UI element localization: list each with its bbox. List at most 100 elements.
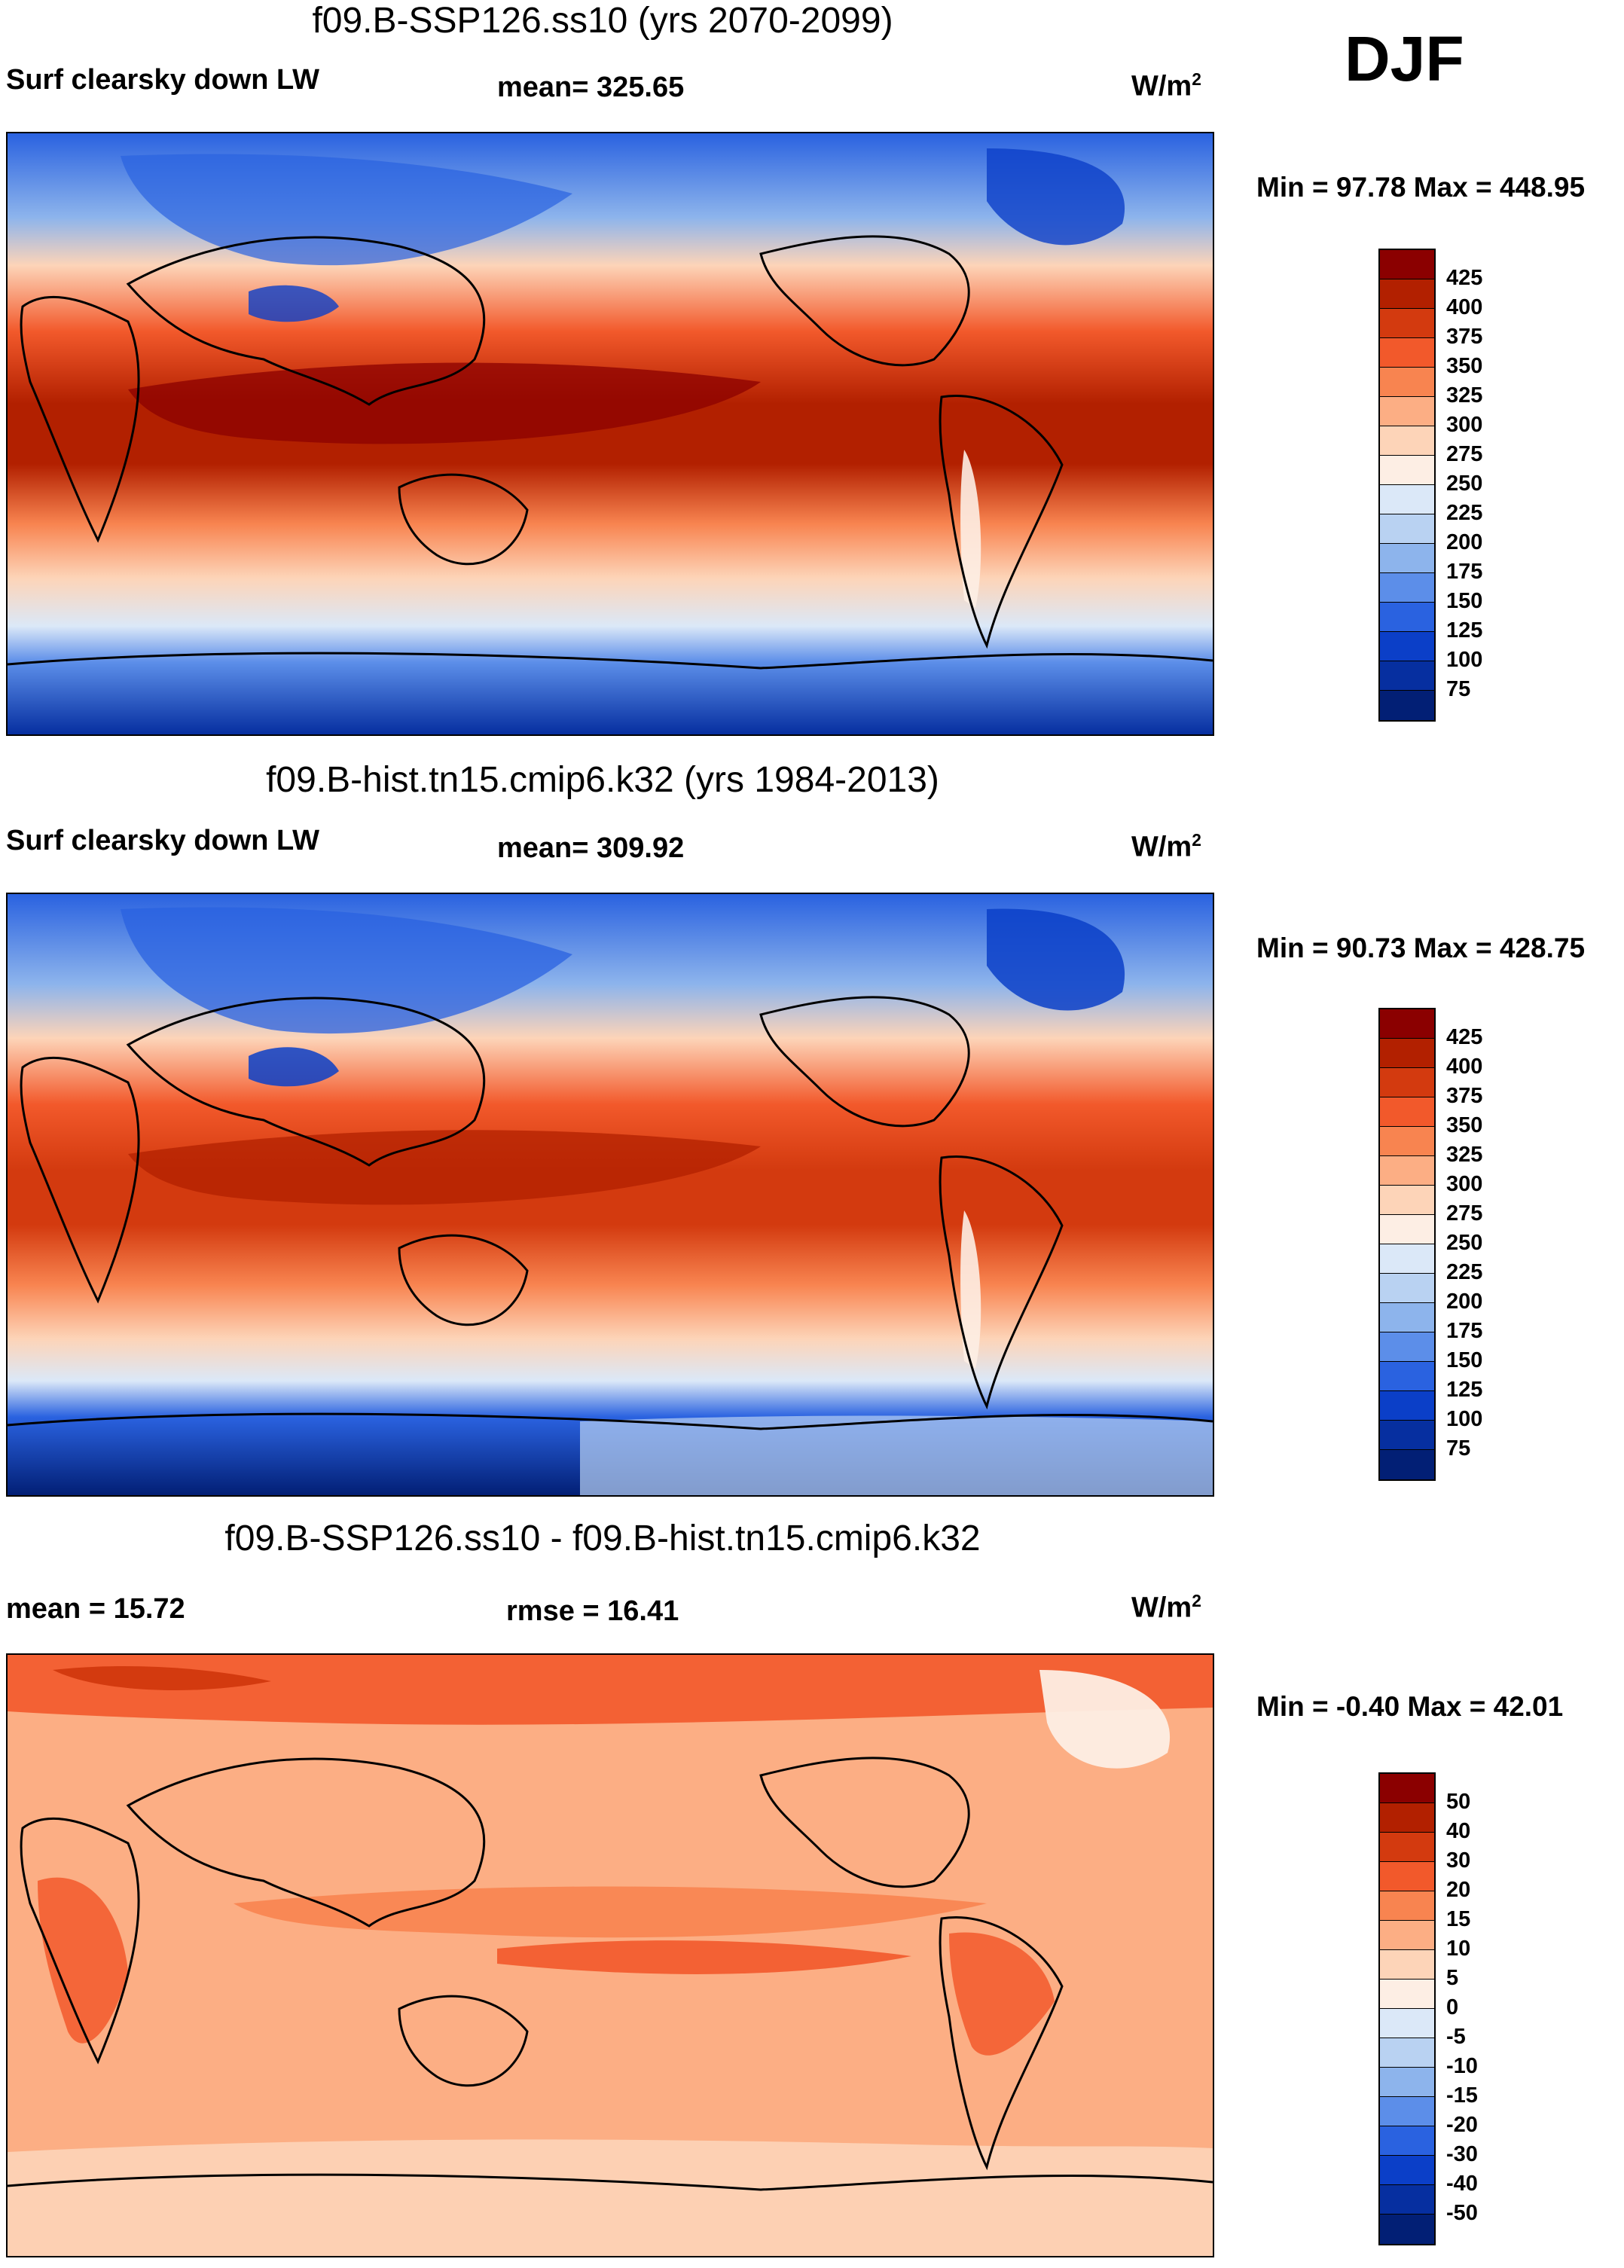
colorbar-swatch: [1380, 2068, 1434, 2097]
colorbar-tick-label: 175: [1446, 560, 1483, 584]
colorbar-swatch: [1380, 603, 1434, 632]
season-label: DJF: [1345, 23, 1464, 94]
colorbar-tick-label: -5: [1446, 2025, 1466, 2049]
panel-2-colorbar-ticks: 425 400 375 350 325 300 275 250 225 200 175 150 125 1…: [1446, 1008, 1537, 1481]
panel-1-tibet-cold: [249, 285, 339, 322]
panel-3-arctic-max: [53, 1666, 271, 1690]
panel-1-mean-label: mean= 325.65: [497, 72, 685, 103]
colorbar-swatch: [1380, 1950, 1434, 1980]
colorbar-tick-label: 50: [1446, 1790, 1471, 1814]
colorbar-tick-label: 125: [1446, 1378, 1483, 1402]
colorbar-swatch: [1380, 309, 1434, 338]
panel-3-colorbar-swatches: [1380, 1774, 1434, 2244]
colorbar-tick-label: 40: [1446, 1819, 1471, 1843]
colorbar-swatch: [1380, 1274, 1434, 1303]
colorbar-swatch: [1380, 1362, 1434, 1391]
panel-2-siberia-cold: [121, 907, 572, 1034]
colorbar-tick-label: 75: [1446, 677, 1471, 701]
colorbar-swatch: [1380, 2009, 1434, 2038]
panel-2-colorbar-swatches: [1380, 1009, 1434, 1479]
panel-3-colorbar: [1378, 1772, 1436, 2245]
colorbar-swatch: [1380, 2215, 1434, 2244]
colorbar-swatch: [1380, 1127, 1434, 1156]
panel-2-title: f09.B-hist.tn15.cmip6.k32 (yrs 1984-2013…: [266, 760, 939, 800]
colorbar-tick-label: 350: [1446, 1113, 1483, 1137]
panel-3-map: [6, 1653, 1214, 2257]
colorbar-swatch: [1380, 1332, 1434, 1362]
colorbar-tick-label: 15: [1446, 1907, 1471, 1931]
colorbar-tick-label: 75: [1446, 1436, 1471, 1461]
colorbar-tick-label: -40: [1446, 2172, 1478, 2196]
colorbar-tick-label: 425: [1446, 1025, 1483, 1049]
colorbar-tick-label: 100: [1446, 1407, 1483, 1431]
colorbar-tick-label: 30: [1446, 1848, 1471, 1873]
panel-3-minmax: Min = -0.40 Max = 42.01: [1256, 1691, 1564, 1722]
colorbar-tick-label: 150: [1446, 589, 1483, 613]
colorbar-swatch: [1380, 1774, 1434, 1803]
panel-1-colorbar: [1378, 249, 1436, 722]
colorbar-swatch: [1380, 1891, 1434, 1921]
colorbar-swatch: [1380, 1303, 1434, 1332]
colorbar-swatch: [1380, 1009, 1434, 1039]
colorbar-swatch: [1380, 1421, 1434, 1450]
panel-1-coastlines: [8, 235, 1213, 670]
colorbar-swatch: [1380, 368, 1434, 397]
colorbar-swatch: [1380, 514, 1434, 544]
colorbar-tick-label: 275: [1446, 1201, 1483, 1226]
colorbar-swatch: [1380, 632, 1434, 661]
colorbar-swatch: [1380, 1391, 1434, 1421]
panel-1-title: f09.B-SSP126.ss10 (yrs 2070-2099): [312, 1, 893, 41]
colorbar-swatch: [1380, 1097, 1434, 1127]
colorbar-swatch: [1380, 2156, 1434, 2185]
colorbar-swatch: [1380, 1244, 1434, 1274]
colorbar-tick-label: 400: [1446, 1055, 1483, 1079]
panel-1-colorbar-swatches: [1380, 250, 1434, 720]
colorbar-tick-label: 300: [1446, 1172, 1483, 1196]
colorbar-tick-label: 150: [1446, 1348, 1483, 1372]
colorbar-tick-label: 325: [1446, 383, 1483, 408]
colorbar-tick-label: 10: [1446, 1937, 1471, 1961]
panel-2-units: W/m2: [1131, 830, 1201, 864]
panel-3-tropical-band: [234, 1886, 987, 1938]
colorbar-swatch: [1380, 1980, 1434, 2009]
colorbar-swatch: [1380, 544, 1434, 573]
colorbar-tick-label: 20: [1446, 1878, 1471, 1902]
colorbar-tick-label: 250: [1446, 1231, 1483, 1255]
colorbar-swatch: [1380, 279, 1434, 309]
colorbar-tick-label: 350: [1446, 354, 1483, 378]
panel-1-variable-label: Surf clearsky down LW: [6, 64, 319, 96]
colorbar-tick-label: 100: [1446, 648, 1483, 672]
units-text: W/m: [1131, 831, 1192, 863]
colorbar-tick-label: 325: [1446, 1143, 1483, 1167]
colorbar-tick-label: 200: [1446, 1290, 1483, 1314]
panel-1-greenland-cold: [987, 148, 1125, 246]
colorbar-swatch: [1380, 338, 1434, 368]
units-superscript: 2: [1192, 69, 1201, 89]
panel-3-mean-label: mean = 15.72: [6, 1593, 185, 1625]
colorbar-swatch: [1380, 1921, 1434, 1950]
panel-1-warm-pool: [128, 362, 761, 444]
colorbar-tick-label: 5: [1446, 1966, 1459, 1990]
panel-1-colorbar-ticks: 425 400 375 350 325 300 275 250 225 200 175 150 125 1…: [1446, 249, 1537, 722]
colorbar-tick-label: -20: [1446, 2113, 1478, 2137]
panel-1-siberia-cold: [121, 154, 572, 266]
colorbar-tick-label: -50: [1446, 2201, 1478, 2225]
colorbar-swatch: [1380, 1215, 1434, 1244]
colorbar-tick-label: 375: [1446, 1084, 1483, 1108]
colorbar-tick-label: -30: [1446, 2142, 1478, 2166]
colorbar-swatch: [1380, 250, 1434, 279]
panel-2-antarctic-light: [580, 1415, 1213, 1495]
colorbar-tick-label: 225: [1446, 501, 1483, 525]
panel-3-southern-light: [8, 2139, 1213, 2256]
panel-3-colorbar-ticks: 50 40 30 20 15 10 5 0 -5 -10 -15 -20 -30 -40 -50: [1446, 1772, 1537, 2245]
colorbar-tick-label: 275: [1446, 442, 1483, 466]
colorbar-swatch: [1380, 661, 1434, 691]
colorbar-swatch: [1380, 2126, 1434, 2156]
panel-3-arctic-warm: [8, 1655, 1213, 1725]
colorbar-swatch: [1380, 397, 1434, 426]
colorbar-swatch: [1380, 1450, 1434, 1479]
panel-2-andes-cold: [960, 1210, 981, 1369]
panel-1-minmax: Min = 97.78 Max = 448.95: [1256, 172, 1586, 203]
units-text: W/m: [1131, 70, 1192, 102]
panel-2-coastlines: [8, 996, 1213, 1430]
